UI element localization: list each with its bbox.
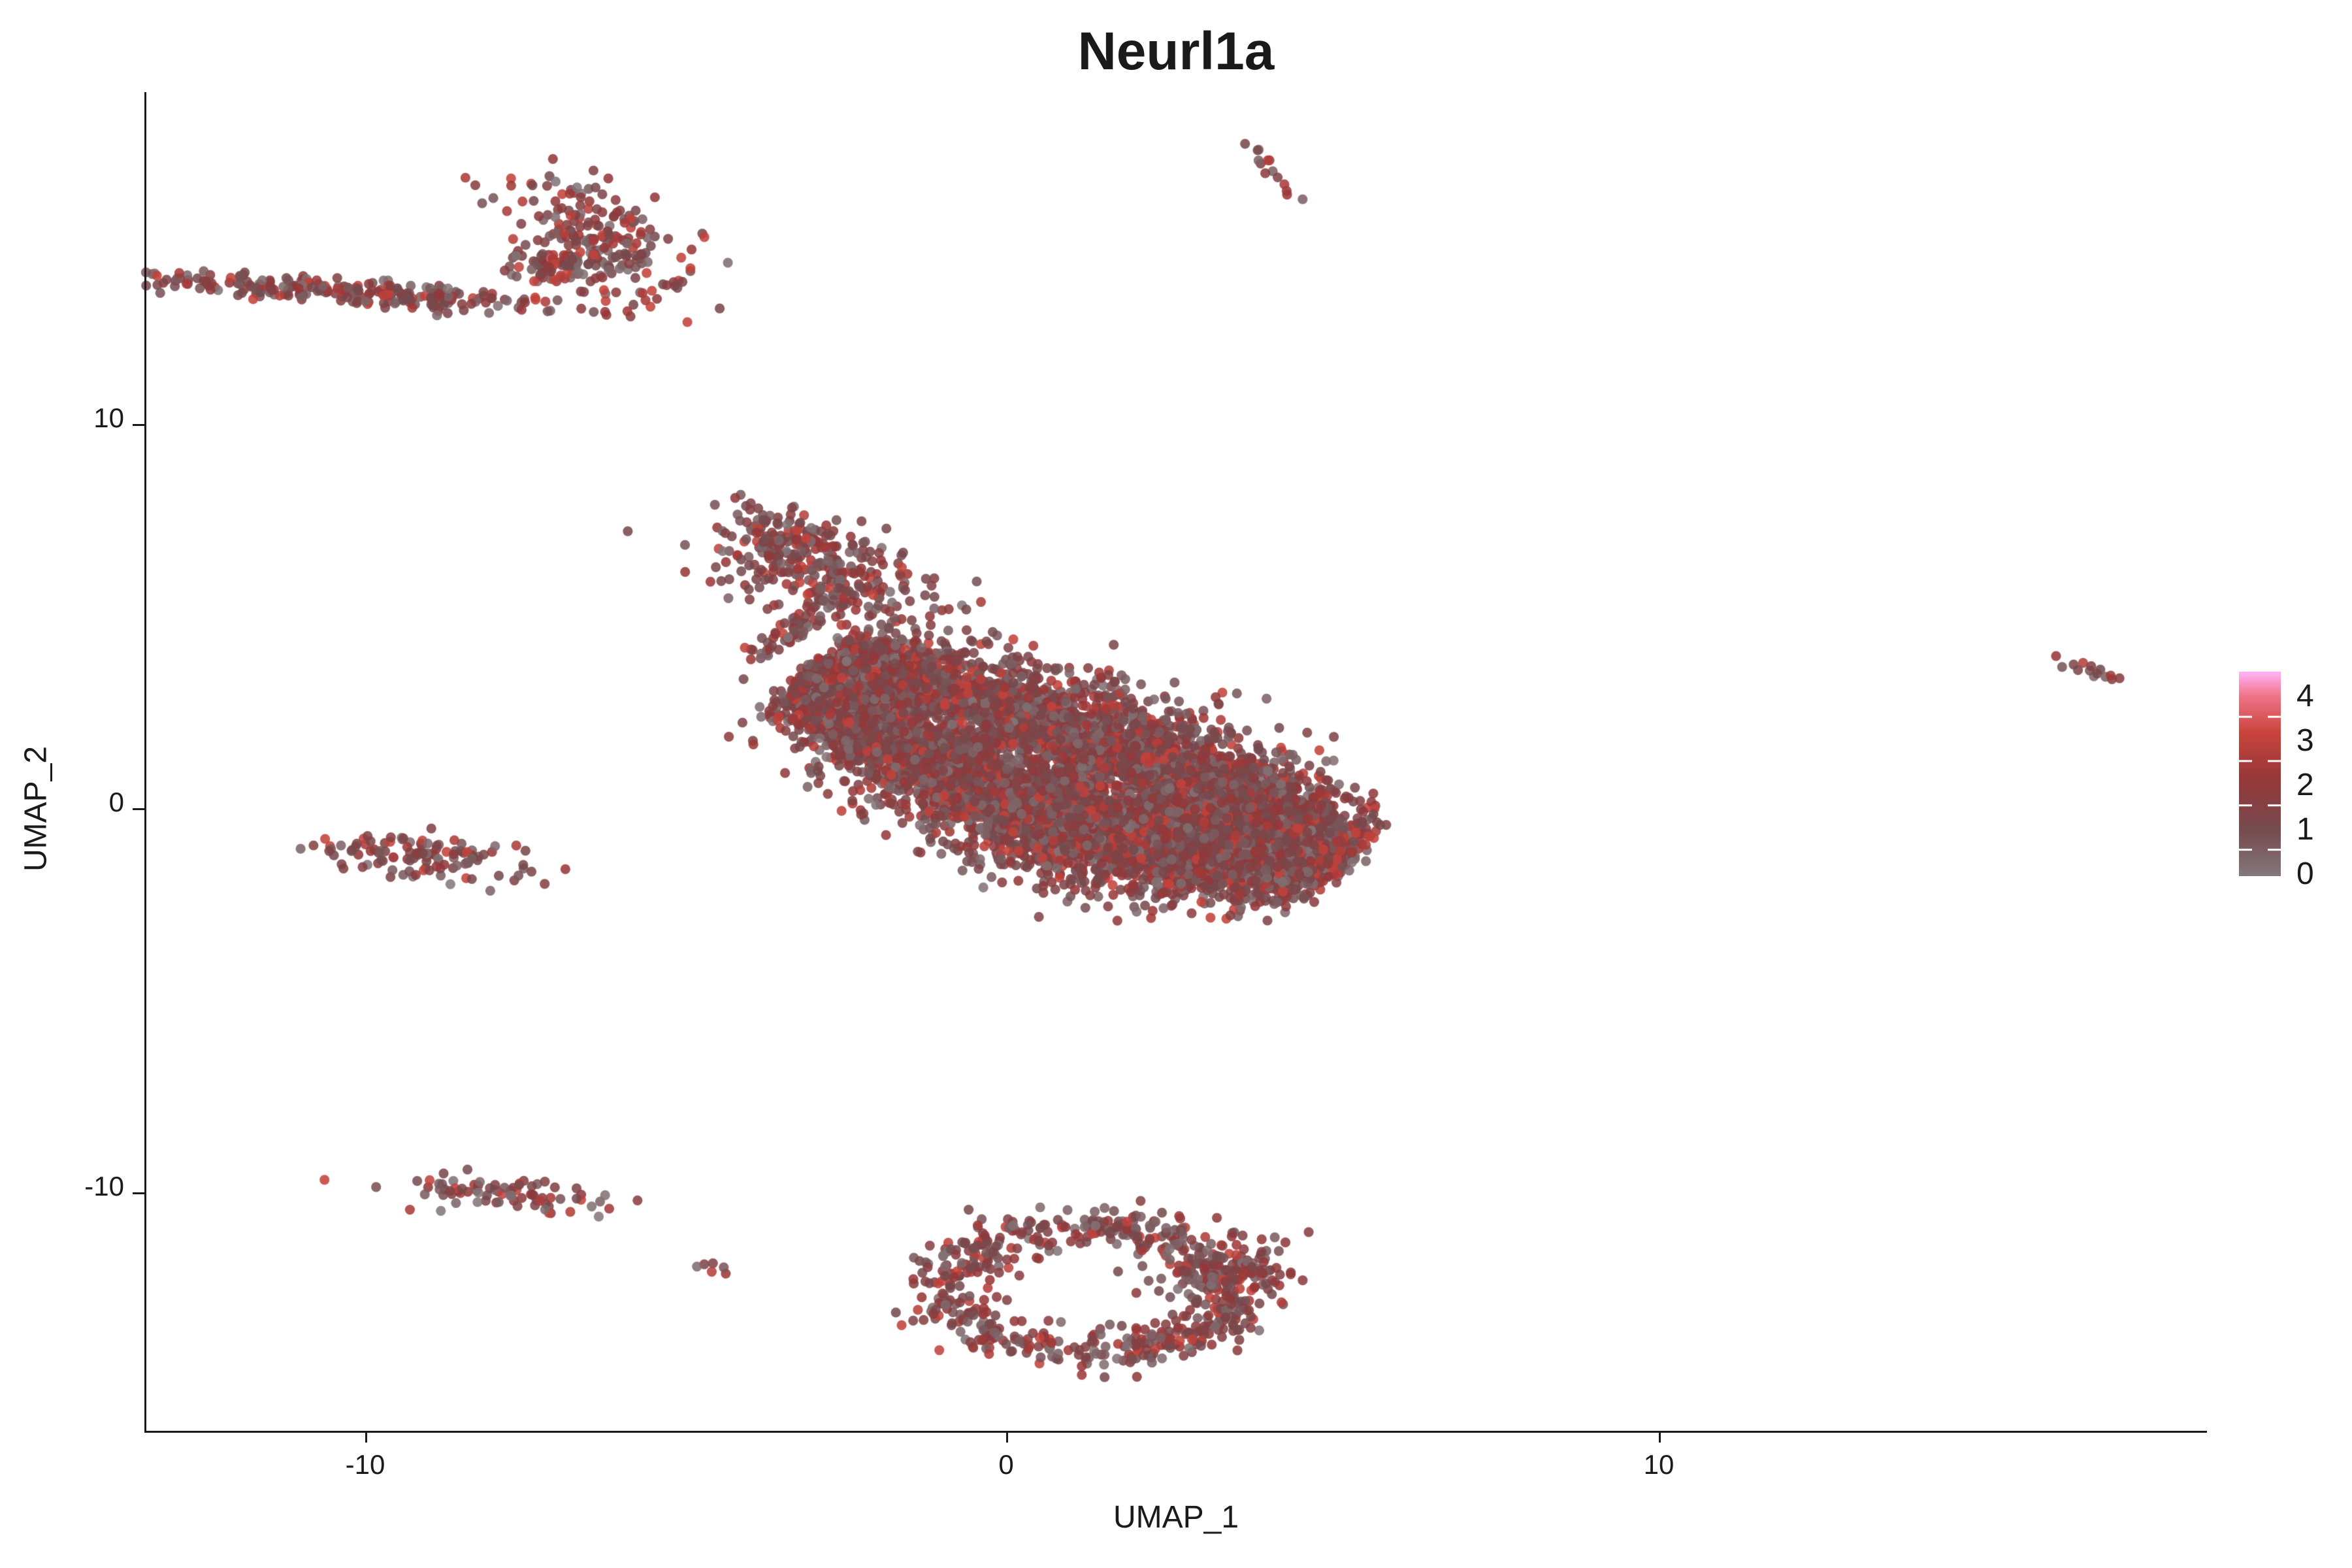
svg-text:0: 0 xyxy=(2296,857,2314,891)
svg-text:2: 2 xyxy=(2296,768,2314,802)
svg-text:1: 1 xyxy=(2296,812,2314,847)
svg-text:4: 4 xyxy=(2296,679,2314,713)
svg-text:3: 3 xyxy=(2296,723,2314,758)
